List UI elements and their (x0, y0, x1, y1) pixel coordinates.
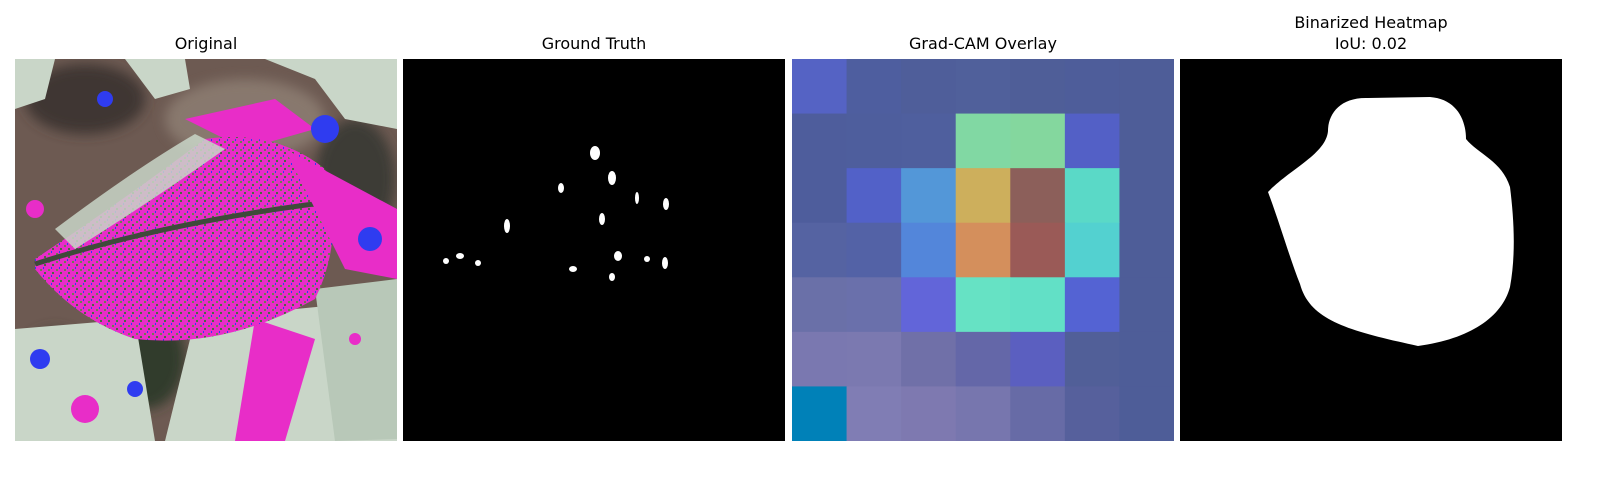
heatmap-cell (901, 277, 957, 333)
heatmap-cell (955, 331, 1011, 387)
heatmap-cell (846, 331, 902, 387)
heatmap-cell (955, 222, 1011, 278)
heatmap-cell (955, 59, 1011, 115)
heatmap-cell (955, 386, 1011, 441)
heatmap-cell (1064, 59, 1120, 115)
heatmap-cell (901, 386, 957, 441)
heatmap-cell (1119, 331, 1174, 387)
heatmap-cell (1010, 168, 1066, 224)
heatmap-cell (1119, 59, 1174, 115)
heatmap-cell (792, 168, 848, 224)
panel-title-gradcam: Grad-CAM Overlay (909, 34, 1057, 53)
heatmap-cell (846, 168, 902, 224)
panel-ground-truth: Ground Truth (403, 0, 785, 500)
heatmap-cell (1010, 113, 1066, 169)
heatmap-cell (792, 59, 848, 115)
heatmap-cell (955, 168, 1011, 224)
heatmap-cell (792, 331, 848, 387)
heatmap-cell (901, 59, 957, 115)
heatmap-cell (846, 59, 902, 115)
ground-truth-mask (403, 59, 785, 441)
heatmap-cell (901, 331, 957, 387)
iou-label: IoU: 0.02 (1334, 34, 1408, 53)
heatmap-cell (1064, 386, 1120, 441)
heatmap-cell (1064, 331, 1120, 387)
heatmap-cell (901, 168, 957, 224)
original-image (15, 59, 397, 441)
heatmap-cell (846, 113, 902, 169)
heatmap-cell (1119, 113, 1174, 169)
binarized-mask (1180, 59, 1562, 441)
heatmap-cell (792, 277, 848, 333)
heatmap-cell (1064, 113, 1120, 169)
heatmap-cell (1119, 386, 1174, 441)
heatmap-cell (846, 222, 902, 278)
heatmap-cell (1119, 277, 1174, 333)
panel-original: Original (15, 0, 397, 500)
heatmap-cell (792, 222, 848, 278)
heatmap-cell (1119, 168, 1174, 224)
heatmap-cell (1010, 277, 1066, 333)
heatmap-cell (792, 113, 848, 169)
heatmap-cell (901, 222, 957, 278)
heatmap-cell (1064, 222, 1120, 278)
heatmap-cell (955, 277, 1011, 333)
heatmap-cell (1064, 277, 1120, 333)
heatmap-cell (792, 386, 848, 441)
panel-title-binarized: Binarized Heatmap (1294, 13, 1448, 32)
heatmap-cell (1119, 222, 1174, 278)
binarized-region (1268, 97, 1514, 346)
heatmap-cell (1010, 386, 1066, 441)
heatmap-cell (1010, 59, 1066, 115)
heatmap-cell (901, 113, 957, 169)
heatmap-cell (1010, 222, 1066, 278)
heatmap-cell (846, 386, 902, 441)
heatmap-cell (1064, 168, 1120, 224)
panel-binarized: Binarized Heatmap IoU: 0.02 (1180, 0, 1562, 500)
panel-gradcam: Grad-CAM Overlay (792, 0, 1174, 500)
panel-title-ground-truth: Ground Truth (541, 34, 647, 53)
panel-title-original: Original (174, 34, 238, 53)
heatmap-cell (955, 113, 1011, 169)
gradcam-overlay (792, 59, 1174, 441)
heatmap-cell (1010, 331, 1066, 387)
heatmap-cell (846, 277, 902, 333)
